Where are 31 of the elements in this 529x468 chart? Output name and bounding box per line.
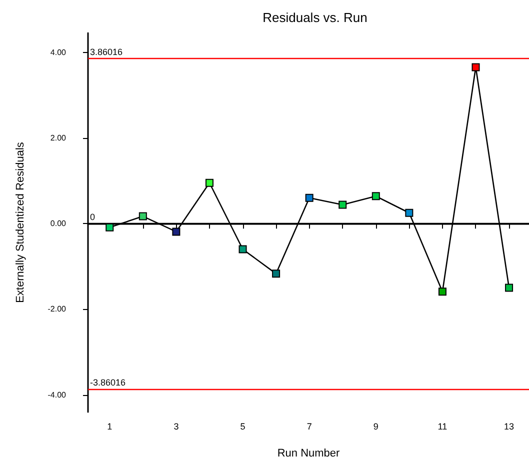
x-tick-label: 5 xyxy=(240,422,246,432)
y-tick-label: 0.00 xyxy=(50,219,67,228)
y-axis-title: Externally Studentized Residuals xyxy=(14,142,26,303)
ref-line-label: 3.86016 xyxy=(90,46,123,57)
point xyxy=(505,284,514,292)
point xyxy=(338,200,347,209)
point xyxy=(205,178,214,187)
chart-title: Residuals vs. Run xyxy=(262,10,368,25)
x-tick-label: 9 xyxy=(373,422,378,432)
point xyxy=(238,245,247,254)
point xyxy=(305,194,314,202)
ref-line-label: -3.86016 xyxy=(90,377,126,388)
point xyxy=(138,212,147,220)
x-tick-label: 3 xyxy=(174,422,179,432)
x-tick-label: 11 xyxy=(438,422,448,432)
y-tick-label: -2.00 xyxy=(48,304,67,314)
point xyxy=(438,288,446,296)
x-axis-title: Run Number xyxy=(277,448,340,460)
y-tick-label: -4.00 xyxy=(48,390,67,400)
x-tick-label: 13 xyxy=(504,422,514,432)
point xyxy=(272,270,280,278)
x-tick-label: 7 xyxy=(306,422,312,432)
point xyxy=(172,228,180,236)
y-tick-label: 4.00 xyxy=(50,48,67,57)
point xyxy=(372,192,380,200)
point xyxy=(106,223,114,232)
y-tick-label: 2.00 xyxy=(50,133,67,142)
point xyxy=(472,63,480,72)
x-tick-label: 1 xyxy=(107,422,112,432)
ref-line-label: 0 xyxy=(90,212,96,222)
point xyxy=(405,208,414,217)
